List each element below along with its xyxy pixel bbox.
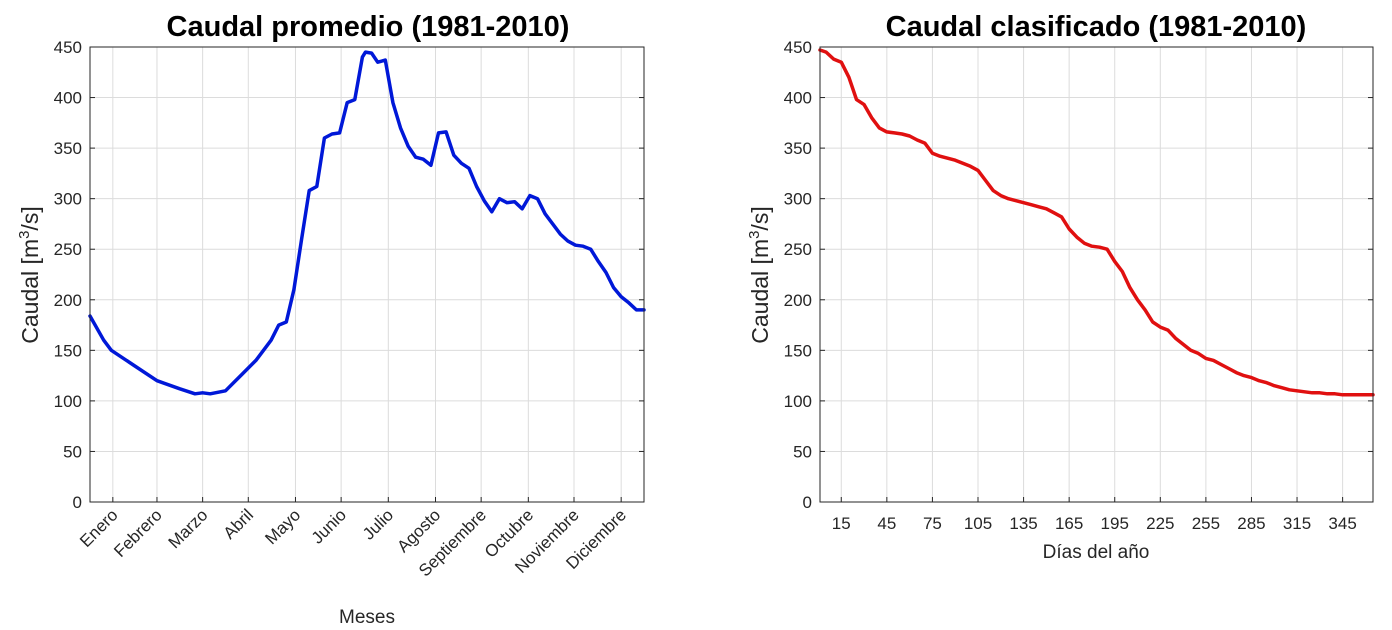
y-tick-label: 400 bbox=[784, 89, 812, 108]
x-tick-label: Mayo bbox=[261, 505, 304, 548]
x-tick-label: Abril bbox=[220, 505, 257, 542]
y-tick-label: 0 bbox=[73, 493, 82, 512]
y-tick-label: 450 bbox=[784, 38, 812, 57]
x-tick-label: 195 bbox=[1101, 514, 1129, 533]
y-axis-label-tail: /s] bbox=[747, 206, 773, 230]
y-axis-label: Caudal [m3/s] bbox=[746, 206, 773, 343]
y-tick-label: 400 bbox=[54, 89, 82, 108]
x-tick-label: 165 bbox=[1055, 514, 1083, 533]
x-tick-label: 15 bbox=[832, 514, 851, 533]
y-tick-label: 0 bbox=[803, 493, 812, 512]
x-tick-label: 105 bbox=[964, 514, 992, 533]
x-tick-label: Marzo bbox=[165, 505, 212, 552]
x-tick-label: Julio bbox=[359, 505, 397, 543]
x-tick-label: 285 bbox=[1237, 514, 1265, 533]
x-axis-label: Meses bbox=[339, 607, 395, 628]
series-line-caudal-promedio bbox=[88, 50, 646, 396]
y-tick-label: 100 bbox=[54, 392, 82, 411]
y-tick-label: 350 bbox=[54, 139, 82, 158]
y-axis-label-tail: /s] bbox=[17, 206, 43, 230]
gridlines bbox=[90, 46, 644, 503]
chart-title: Caudal clasificado (1981-2010) bbox=[886, 11, 1307, 43]
y-axis-label-superscript: 3 bbox=[746, 231, 763, 239]
gridlines bbox=[820, 46, 1373, 503]
y-axis-label-superscript: 3 bbox=[16, 231, 33, 239]
axis-ticks: 0 50 100 150 200 250 300 350 400 450 15 45 75 105 135 1… bbox=[784, 38, 1373, 533]
plot-frame bbox=[819, 46, 1374, 503]
y-tick-label: 300 bbox=[784, 190, 812, 209]
y-axis-label-text: Caudal [m bbox=[17, 239, 43, 344]
y-tick-label: 50 bbox=[793, 442, 812, 461]
chart-caudal-promedio: Caudal promedio (1981-2010) 0 50 100 150 200… bbox=[16, 11, 646, 628]
x-tick-label: Febrero bbox=[110, 505, 166, 561]
y-tick-label: 200 bbox=[54, 291, 82, 310]
y-tick-label: 300 bbox=[54, 190, 82, 209]
y-tick-label: 250 bbox=[54, 240, 82, 259]
series-line-caudal-clasificado bbox=[818, 48, 1375, 397]
y-tick-label: 350 bbox=[784, 139, 812, 158]
y-tick-label: 50 bbox=[63, 442, 82, 461]
x-tick-label: 225 bbox=[1146, 514, 1174, 533]
y-tick-label: 200 bbox=[784, 291, 812, 310]
y-axis-label: Caudal [m3/s] bbox=[16, 206, 43, 343]
x-tick-label: 315 bbox=[1283, 514, 1311, 533]
x-axis-label: Días del año bbox=[1043, 542, 1150, 563]
y-axis-label-text: Caudal [m bbox=[747, 239, 773, 344]
x-tick-label: 255 bbox=[1192, 514, 1220, 533]
chart-caudal-clasificado: Caudal clasificado (1981-2010) 0 50 100 150… bbox=[746, 11, 1375, 563]
axis-ticks: 050100150200250300350400450EneroFebreroM… bbox=[54, 38, 644, 580]
y-tick-label: 150 bbox=[784, 341, 812, 360]
x-tick-label: 345 bbox=[1328, 514, 1356, 533]
x-tick-label: 45 bbox=[877, 514, 896, 533]
chart-title: Caudal promedio (1981-2010) bbox=[167, 11, 570, 43]
x-tick-label: Junio bbox=[308, 505, 350, 547]
x-tick-label: 75 bbox=[923, 514, 942, 533]
plot-frame bbox=[89, 46, 645, 503]
y-tick-label: 150 bbox=[54, 341, 82, 360]
y-tick-label: 450 bbox=[54, 38, 82, 57]
y-tick-label: 100 bbox=[784, 392, 812, 411]
y-tick-label: 250 bbox=[784, 240, 812, 259]
x-tick-label: 135 bbox=[1009, 514, 1037, 533]
